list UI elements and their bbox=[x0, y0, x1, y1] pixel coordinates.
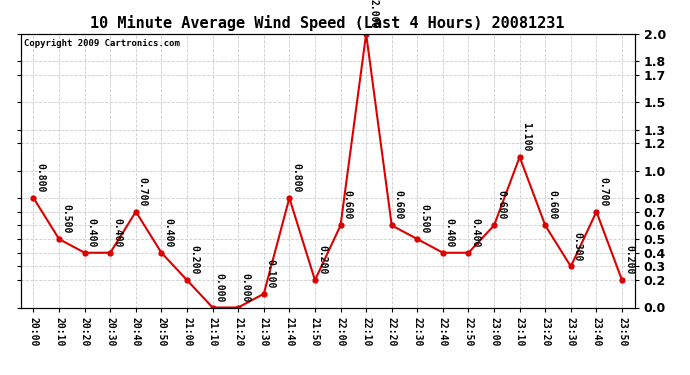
Text: 0.400: 0.400 bbox=[87, 218, 97, 247]
Text: 0.200: 0.200 bbox=[317, 245, 327, 274]
Text: 0.600: 0.600 bbox=[496, 190, 506, 220]
Text: 0.300: 0.300 bbox=[573, 231, 583, 261]
Text: 0.400: 0.400 bbox=[164, 218, 173, 247]
Text: 0.700: 0.700 bbox=[598, 177, 609, 206]
Text: 0.000: 0.000 bbox=[215, 273, 224, 302]
Text: 0.400: 0.400 bbox=[471, 218, 480, 247]
Text: 0.200: 0.200 bbox=[624, 245, 634, 274]
Title: 10 Minute Average Wind Speed (Last 4 Hours) 20081231: 10 Minute Average Wind Speed (Last 4 Hou… bbox=[90, 15, 565, 31]
Text: 0.100: 0.100 bbox=[266, 259, 276, 288]
Text: 0.000: 0.000 bbox=[240, 273, 250, 302]
Text: 1.100: 1.100 bbox=[522, 122, 531, 152]
Text: 0.600: 0.600 bbox=[342, 190, 353, 220]
Text: 0.800: 0.800 bbox=[35, 163, 46, 192]
Text: Copyright 2009 Cartronics.com: Copyright 2009 Cartronics.com bbox=[23, 39, 179, 48]
Text: 0.200: 0.200 bbox=[189, 245, 199, 274]
Text: 0.600: 0.600 bbox=[394, 190, 404, 220]
Text: 0.500: 0.500 bbox=[61, 204, 71, 234]
Text: 0.400: 0.400 bbox=[445, 218, 455, 247]
Text: 0.500: 0.500 bbox=[420, 204, 429, 234]
Text: 0.700: 0.700 bbox=[138, 177, 148, 206]
Text: 2.000: 2.000 bbox=[368, 0, 378, 28]
Text: 0.600: 0.600 bbox=[547, 190, 558, 220]
Text: 0.400: 0.400 bbox=[112, 218, 122, 247]
Text: 0.800: 0.800 bbox=[291, 163, 302, 192]
